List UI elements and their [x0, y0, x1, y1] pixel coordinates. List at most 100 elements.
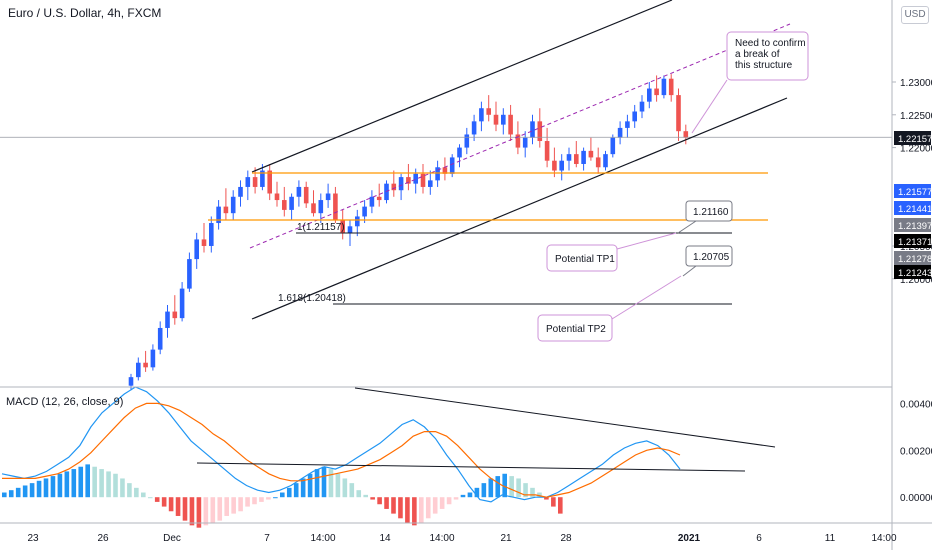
candle-body [486, 108, 491, 115]
macd-histogram-bar [238, 497, 243, 512]
price-label-text: 1.22157 [898, 134, 932, 145]
candle-body [150, 349, 156, 368]
note-callout-text: Need to confirm [735, 38, 806, 49]
time-tick-label: 6 [756, 533, 762, 544]
macd-histogram-bar [488, 478, 494, 498]
price-label-text: 1.21278 [898, 254, 932, 265]
price-tick-label: 1.22500 [900, 111, 932, 122]
channel-upper-line [251, 0, 673, 173]
macd-histogram-bar [196, 497, 202, 528]
macd-histogram-bar [273, 497, 278, 499]
tp-callout-text: Potential TP1 [555, 254, 615, 265]
tp-price-box [685, 200, 733, 222]
macd-histogram-bar [398, 497, 403, 519]
macd-histogram-bar [432, 497, 438, 514]
candle-body [165, 311, 170, 328]
macd-histogram-bar [43, 478, 49, 498]
time-tick-label: 14:00 [429, 533, 454, 544]
candle-body [194, 239, 199, 260]
candle-body [245, 177, 251, 187]
macd-histogram-bar [99, 469, 104, 498]
price-label-bg [894, 184, 931, 198]
macd-histogram-bar [113, 473, 118, 498]
price-label-text: 1.21397 [898, 221, 932, 232]
price-tick-label: 1.23000 [900, 78, 932, 89]
macd-histogram-bar [300, 478, 306, 498]
candle-body [391, 183, 397, 191]
macd-histogram-bar [266, 497, 271, 500]
note-callout-text: a break of [735, 49, 780, 60]
candle-body [654, 88, 659, 96]
macd-histogram-bar [384, 497, 389, 509]
tp-callout-pointer [616, 232, 677, 250]
macd-histogram-bar [127, 483, 132, 498]
macd-histogram-bar [245, 497, 250, 507]
tp-callout: Potential TP1 1.21160 [546, 200, 733, 272]
macd-histogram-bar [168, 497, 174, 512]
candle-body [639, 101, 645, 112]
price-label-tag: 1.21577 [894, 184, 932, 198]
price-label-tag: 1.21397 [894, 218, 932, 232]
candle-body [252, 177, 258, 187]
macd-histogram-bar [349, 483, 355, 498]
time-tick-label: 23 [27, 533, 39, 544]
candle-body [625, 121, 630, 128]
macd-histogram-bar [558, 497, 563, 514]
candle-body [157, 327, 163, 350]
macd-histogram-bar [134, 487, 139, 498]
candle-body [632, 111, 637, 122]
candle-body [457, 147, 462, 158]
tp-callout-text: Potential TP2 [546, 324, 606, 335]
candle-body [413, 173, 418, 184]
price-tick-label: 1.22000 [900, 144, 932, 155]
macd-histogram [2, 464, 563, 528]
candle-body [479, 108, 484, 122]
macd-histogram-bar [495, 476, 501, 498]
macd-histogram-bar [530, 487, 535, 498]
macd-histogram-bar [92, 466, 97, 498]
macd-histogram-bar [120, 478, 125, 498]
candle-body [420, 173, 426, 187]
macd-histogram-bar [154, 497, 160, 502]
candle-body [136, 362, 141, 378]
candle-body [435, 167, 440, 181]
candle-body [311, 203, 316, 214]
macd-histogram-bar [57, 473, 63, 498]
candle-body [595, 157, 601, 168]
macd-divergence-line [354, 387, 776, 448]
macd-histogram-bar [377, 497, 382, 505]
macd-histogram-bar [22, 485, 28, 498]
candle-body [559, 160, 564, 171]
macd-tick-label: 0.00000 [900, 493, 932, 504]
time-tick-label: 7 [264, 533, 270, 544]
macd-histogram-bar [328, 469, 334, 498]
candle-body [574, 154, 579, 164]
candle-body [369, 196, 375, 207]
candle-body [340, 219, 345, 233]
candle-body [617, 127, 623, 138]
time-tick-label: 11 [825, 533, 836, 544]
macd-histogram-bar [335, 473, 341, 498]
macd-histogram-bar [321, 466, 327, 498]
macd-histogram-bar [516, 478, 521, 498]
candle-body [187, 259, 192, 289]
currency-button[interactable]: USD [901, 6, 929, 24]
candle-body [260, 170, 265, 187]
candle-body [501, 114, 506, 125]
candle-body [216, 206, 221, 224]
macd-histogram-bar [544, 497, 549, 500]
channel-lower-line [251, 97, 788, 320]
macd-histogram-bar [363, 494, 368, 498]
macd-histogram-bar [50, 476, 56, 498]
time-tick-label: Dec [163, 533, 181, 544]
note-callout-text: this structure [735, 60, 793, 71]
time-tick-label: 28 [560, 533, 572, 544]
candle-body [362, 206, 367, 217]
candle-body [449, 157, 455, 174]
time-tick-label: 14 [379, 533, 391, 544]
macd-histogram-bar [8, 490, 14, 498]
macd-histogram-bar [259, 497, 264, 502]
